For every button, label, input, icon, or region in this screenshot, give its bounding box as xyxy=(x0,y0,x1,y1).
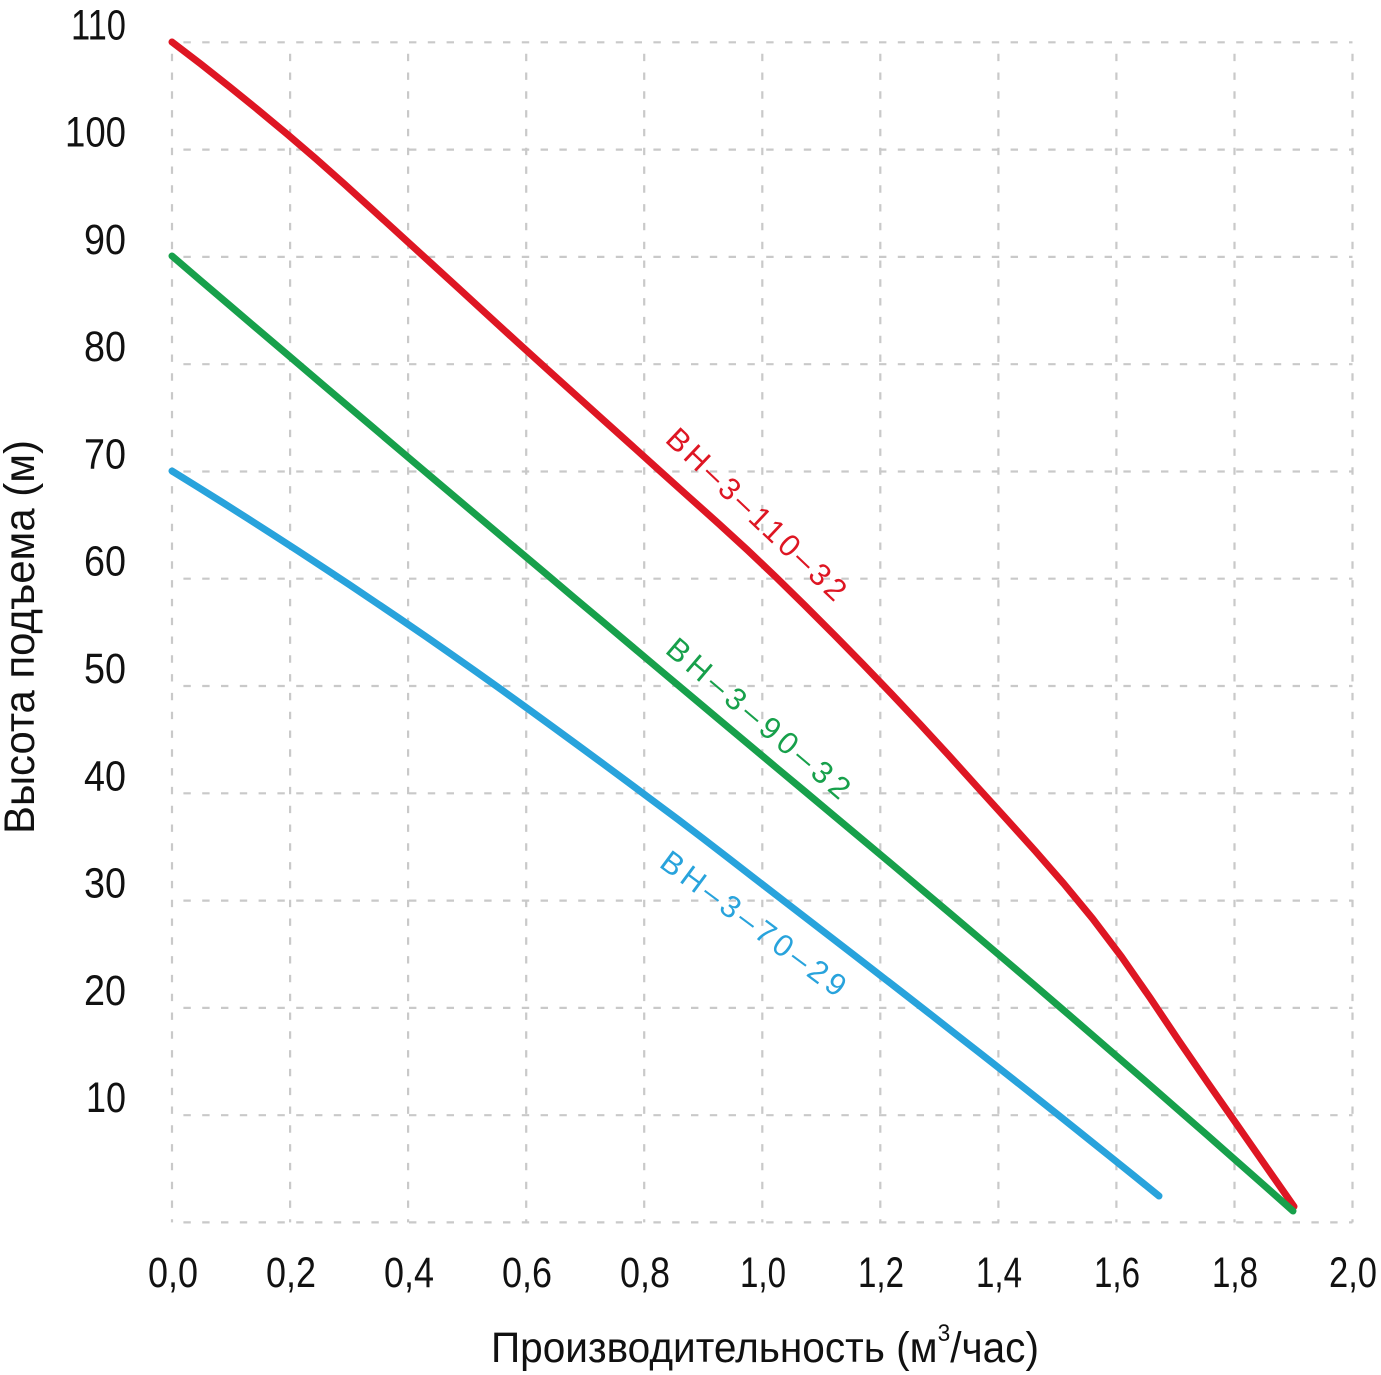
svg-text:70: 70 xyxy=(84,431,126,479)
svg-text:0,2: 0,2 xyxy=(266,1249,316,1297)
svg-text:110: 110 xyxy=(71,1,126,49)
svg-text:20: 20 xyxy=(84,967,126,1015)
svg-text:2,0: 2,0 xyxy=(1329,1249,1377,1297)
svg-text:90: 90 xyxy=(84,216,126,264)
svg-text:0,4: 0,4 xyxy=(384,1249,434,1297)
svg-text:1,6: 1,6 xyxy=(1094,1249,1140,1297)
svg-text:10: 10 xyxy=(86,1074,126,1122)
svg-text:1,0: 1,0 xyxy=(740,1249,786,1297)
svg-text:60: 60 xyxy=(84,538,126,586)
svg-text:0,6: 0,6 xyxy=(502,1249,552,1297)
svg-text:Высота подъема (м): Высота подъема (м) xyxy=(0,440,44,834)
svg-text:1,4: 1,4 xyxy=(976,1249,1022,1297)
svg-text:100: 100 xyxy=(65,109,126,157)
svg-text:50: 50 xyxy=(84,645,126,693)
svg-text:80: 80 xyxy=(84,323,126,371)
svg-text:1,8: 1,8 xyxy=(1212,1249,1258,1297)
svg-text:Производительность (м3/час): Производительность (м3/час) xyxy=(491,1320,1039,1372)
svg-text:1,2: 1,2 xyxy=(858,1249,904,1297)
svg-text:0,8: 0,8 xyxy=(620,1249,670,1297)
svg-text:30: 30 xyxy=(84,860,126,908)
svg-text:0,0: 0,0 xyxy=(148,1249,198,1297)
svg-text:40: 40 xyxy=(84,752,126,800)
